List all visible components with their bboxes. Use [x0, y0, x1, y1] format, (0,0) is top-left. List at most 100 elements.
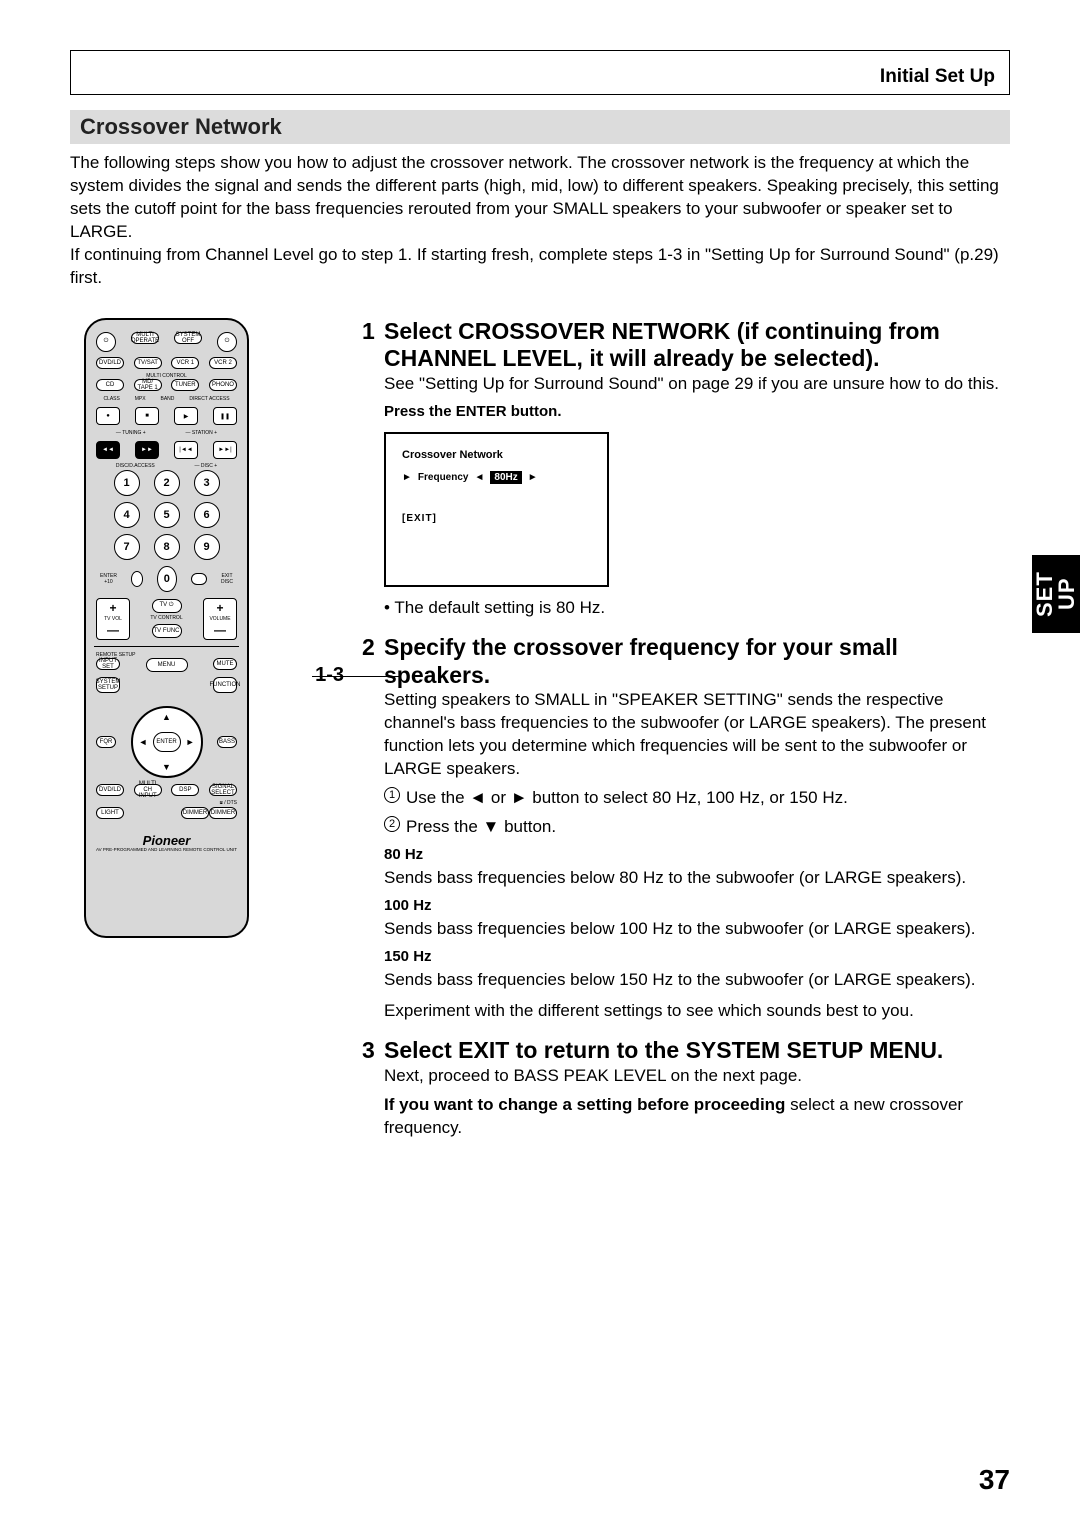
section-title-bar: Crossover Network [70, 110, 1010, 144]
remote-btn: ◄◄ [96, 441, 120, 459]
osd-right-icon: ► [528, 471, 538, 485]
freq-option-text: Sends bass frequencies below 150 Hz to t… [384, 969, 1010, 992]
remote-power-icon: ⏻ [217, 332, 237, 352]
remote-power-icon: ⏻ [96, 332, 116, 352]
remote-label: DISC/D.ACCESS [116, 464, 155, 470]
remote-btn: DIMMER [181, 807, 209, 819]
remote-label: — DISC + [194, 464, 217, 470]
freq-option-label: 150 Hz [384, 947, 1010, 967]
remote-num: 2 [154, 470, 180, 496]
left-arrow-icon: ◄ [139, 737, 148, 747]
step-text: Experiment with the different settings t… [384, 1000, 1010, 1023]
osd-cursor-icon: ► [402, 471, 412, 485]
step-text: If you want to change a setting before p… [384, 1094, 1010, 1140]
remote-btn: VCR 2 [209, 357, 237, 369]
remote-num: 8 [154, 534, 180, 560]
freq-option-text: Sends bass frequencies below 100 Hz to t… [384, 918, 1010, 941]
freq-option-label: 100 Hz [384, 896, 1010, 916]
remote-btn: SYSTEM OFF [174, 332, 202, 344]
remote-label: MPX [135, 396, 146, 402]
intro-p2: If continuing from Channel Level go to s… [70, 244, 1010, 290]
remote-btn: PHONO [209, 379, 237, 391]
remote-volume: + VOLUME — [203, 598, 237, 640]
remote-btn: FQR [96, 736, 116, 748]
remote-label: CLASS [103, 396, 119, 402]
circled-2-icon: 2 [384, 816, 400, 832]
osd-left-icon: ◄ [474, 471, 484, 485]
step-number: 2 [362, 634, 384, 661]
remote-brand: Pioneer [96, 833, 237, 848]
callout-label: 1-3 [315, 664, 344, 687]
freq-option-text: Sends bass frequencies below 80 Hz to th… [384, 867, 1010, 890]
remote-btn: SYSTEM SETUP [96, 677, 120, 693]
remote-num: 7 [114, 534, 140, 560]
remote-btn: BASS [217, 736, 237, 748]
step-number: 1 [362, 318, 384, 345]
remote-btn: MULTI OPERATE [131, 332, 159, 344]
remote-btn: CD [96, 379, 124, 391]
remote-btn: MUTE [213, 658, 237, 670]
remote-label: EXITDISC [221, 573, 233, 585]
remote-btn: TV ⏻ [152, 599, 182, 613]
step-3: 3 Select EXIT to return to the SYSTEM SE… [362, 1037, 1010, 1139]
step-title: Select EXIT to return to the SYSTEM SETU… [384, 1037, 943, 1065]
remote-num: 1 [114, 470, 140, 496]
remote-num: 6 [194, 502, 220, 528]
remote-btn: MD/ TAPE 1 [134, 379, 162, 391]
remote-btn: ►►| [213, 441, 237, 459]
remote-btn [191, 573, 208, 585]
step-text: Next, proceed to BASS PEAK LEVEL on the … [384, 1065, 1010, 1088]
breadcrumb: Initial Set Up [880, 66, 995, 88]
remote-subbrand: AV PRE-PROGRAMMED AND LEARNING REMOTE CO… [96, 848, 237, 853]
remote-label: TV CONTROL [134, 616, 199, 622]
remote-num: 5 [154, 502, 180, 528]
step-2: 2 Specify the crossover frequency for yo… [362, 634, 1010, 1023]
remote-btn: TV/SAT [134, 357, 162, 369]
remote-label: — STATION + [185, 430, 217, 436]
up-arrow-icon: ▲ [162, 712, 171, 722]
step-instruction: Press the ENTER button. [384, 402, 1010, 422]
remote-enter-btn: ENTER [153, 732, 181, 752]
step-1: 1 Select CROSSOVER NETWORK (if continuin… [362, 318, 1010, 620]
step-bullet: • The default setting is 80 Hz. [384, 597, 1010, 620]
step-title: Specify the crossover frequency for your… [384, 634, 1010, 689]
remote-btn: ►► [135, 441, 159, 459]
remote-btn: MULTI CH INPUT [134, 784, 162, 796]
step-text: See "Setting Up for Surround Sound" on p… [384, 373, 1010, 396]
remote-num: 9 [194, 534, 220, 560]
remote-btn: DIMMER [209, 807, 237, 819]
remote-btn: VCR 1 [171, 357, 199, 369]
right-arrow-icon: ► [186, 737, 195, 747]
remote-btn: |◄◄ [174, 441, 198, 459]
remote-column: ⏻ MULTI OPERATE SYSTEM OFF ⏻ DVD/LD TV/S… [70, 318, 340, 1154]
page-number: 37 [979, 1464, 1010, 1496]
remote-btn: ❚❚ [213, 407, 237, 425]
page-header-frame: Initial Set Up [70, 50, 1010, 95]
osd-exit: [EXIT] [402, 512, 591, 526]
remote-btn: MENU [146, 658, 188, 672]
remote-tv-vol: + TV VOL — [96, 598, 130, 640]
remote-btn: ■ [135, 407, 159, 425]
remote-num: 0 [157, 566, 176, 592]
remote-btn: ● [96, 407, 120, 425]
remote-btn: DVD/LD [96, 784, 124, 796]
step-number: 3 [362, 1037, 384, 1064]
remote-label: DIRECT ACCESS [189, 396, 229, 402]
step-title: Select CROSSOVER NETWORK (if continuing … [384, 318, 1010, 373]
osd-screen: Crossover Network ► Frequency ◄ 80Hz ► [… [384, 432, 609, 587]
side-tab: SET UP [1032, 555, 1080, 633]
circled-1-icon: 1 [384, 787, 400, 803]
remote-btn: TV FUNC [152, 624, 182, 638]
remote-num: 3 [194, 470, 220, 496]
step-text: Use the ◄ or ► button to select 80 Hz, 1… [406, 787, 848, 810]
osd-title: Crossover Network [402, 448, 591, 463]
remote-label: BAND [161, 396, 175, 402]
remote-btn: ▶ [174, 407, 198, 425]
down-arrow-icon: ▼ [162, 762, 171, 772]
remote-btn: LIGHT [96, 807, 124, 819]
remote-btn: SIGNAL SELECT [209, 784, 237, 796]
intro-text: The following steps show you how to adju… [70, 152, 1010, 290]
remote-btn: TUNER [171, 379, 199, 391]
remote-illustration: ⏻ MULTI OPERATE SYSTEM OFF ⏻ DVD/LD TV/S… [84, 318, 249, 938]
remote-num: 4 [114, 502, 140, 528]
